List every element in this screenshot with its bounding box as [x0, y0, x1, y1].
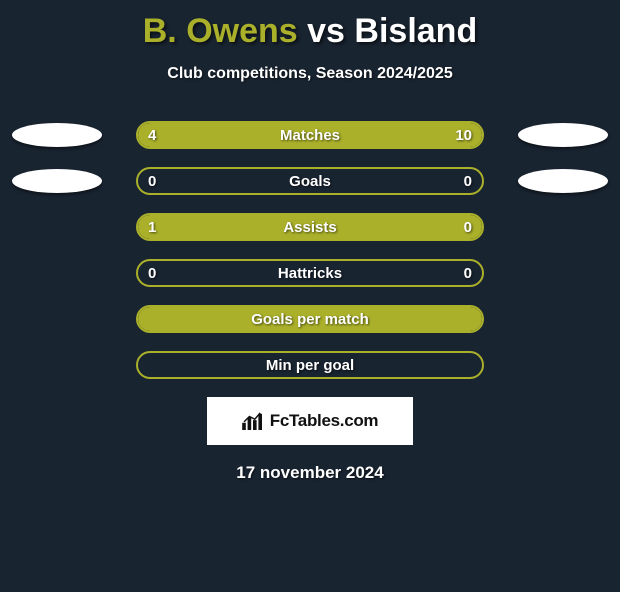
badge-spacer	[518, 353, 608, 377]
stat-label: Goals per match	[138, 307, 482, 331]
stat-row: Goals per match	[10, 305, 610, 333]
team-badge-left	[12, 123, 102, 147]
badge-spacer	[12, 307, 102, 331]
stat-label: Hattricks	[138, 261, 482, 285]
title-right-player: Bisland	[354, 12, 477, 50]
stat-bar: 00Goals	[136, 167, 484, 195]
stat-row: 10Assists	[10, 213, 610, 241]
stat-label: Matches	[138, 123, 482, 147]
badge-spacer	[518, 261, 608, 285]
stat-row: 410Matches	[10, 121, 610, 149]
date-text: 17 november 2024	[0, 463, 620, 483]
team-badge-right	[518, 169, 608, 193]
team-badge-right	[518, 123, 608, 147]
stat-label: Goals	[138, 169, 482, 193]
title-vs: vs	[307, 12, 345, 50]
logo-text: FcTables.com	[270, 411, 379, 431]
stat-row: Min per goal	[10, 351, 610, 379]
logo-box: FcTables.com	[207, 397, 413, 445]
comparison-title: B. Owens vs Bisland	[0, 12, 620, 51]
badge-spacer	[518, 215, 608, 239]
stat-row: 00Goals	[10, 167, 610, 195]
fctables-icon	[242, 412, 264, 430]
badge-spacer	[518, 307, 608, 331]
stat-bar: 00Hattricks	[136, 259, 484, 287]
stat-bar: 10Assists	[136, 213, 484, 241]
badge-spacer	[12, 353, 102, 377]
badge-spacer	[12, 215, 102, 239]
title-left-player: B. Owens	[143, 12, 298, 50]
team-badge-left	[12, 169, 102, 193]
stat-bar: Goals per match	[136, 305, 484, 333]
stat-bar: 410Matches	[136, 121, 484, 149]
stats-container: 410Matches 00Goals 10Assists 00Hattricks Goa…	[0, 121, 620, 379]
stat-label: Min per goal	[138, 353, 482, 377]
badge-spacer	[12, 261, 102, 285]
stat-bar: Min per goal	[136, 351, 484, 379]
subtitle: Club competitions, Season 2024/2025	[0, 65, 620, 83]
stat-row: 00Hattricks	[10, 259, 610, 287]
stat-label: Assists	[138, 215, 482, 239]
